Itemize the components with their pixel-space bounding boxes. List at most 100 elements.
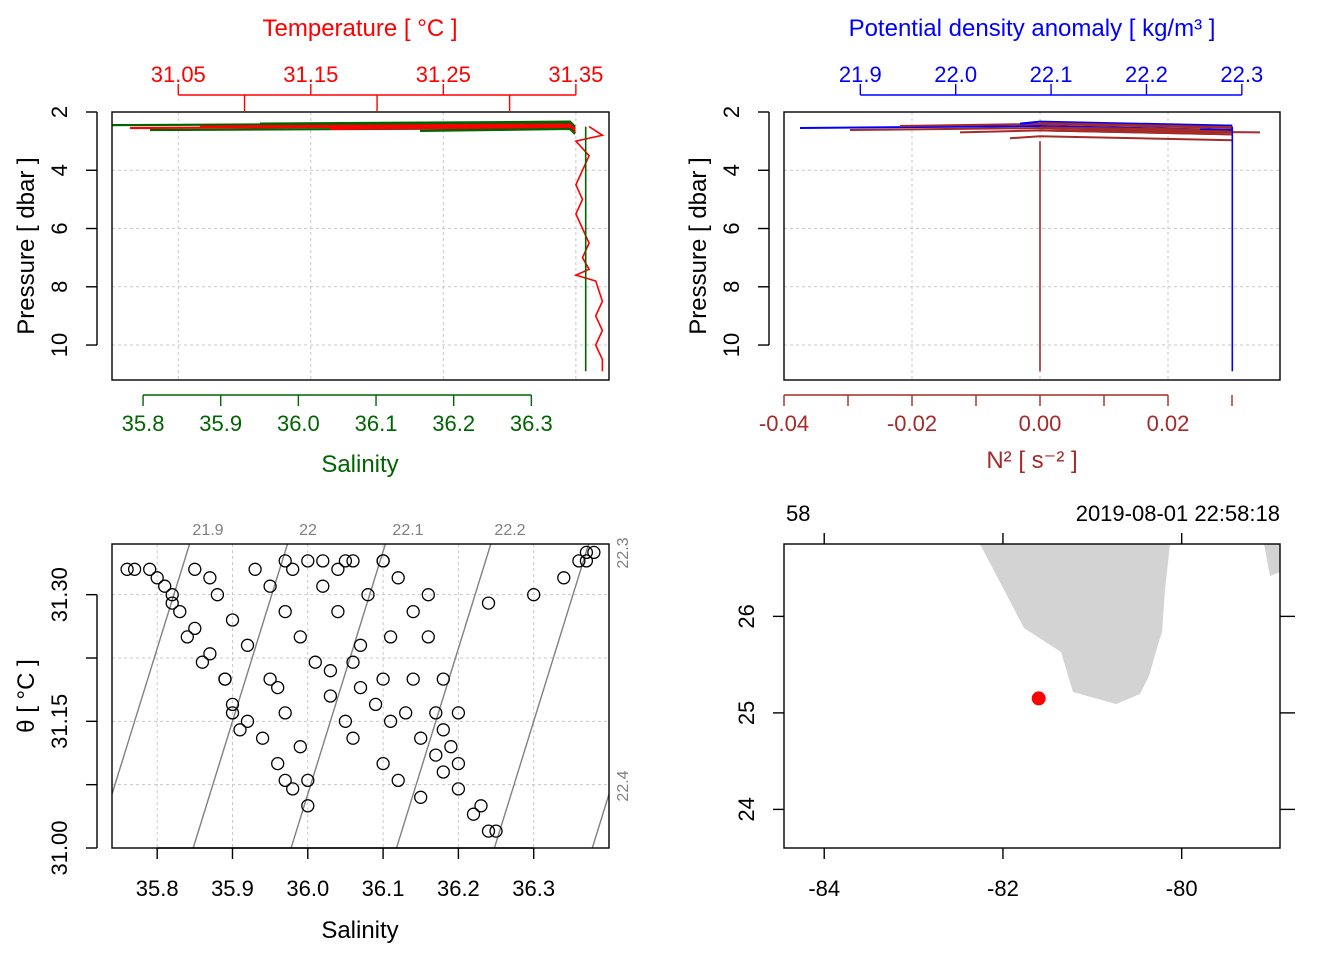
p2-dens-tick-label: 22.3	[1220, 62, 1263, 87]
p3-scatter-point	[421, 588, 435, 602]
p3-scatter-point	[444, 740, 458, 754]
p3-scatter-point	[481, 824, 496, 838]
p3-theta-axis-label: θ [ °C ]	[13, 659, 40, 733]
p1-surface-spike	[329, 125, 576, 133]
p1-pres-tick-label: 10	[47, 333, 72, 357]
p3-scatter-point	[338, 714, 353, 728]
p1-temperature-axis-label: Temperature [ °C ]	[263, 15, 458, 42]
p3-scatter-point	[255, 731, 270, 745]
p3-scatter-point	[263, 579, 277, 593]
p3-sal-tick-label: 36.0	[286, 876, 329, 901]
p1-pressure-axis-label: Pressure [ dbar ]	[13, 157, 40, 334]
p3-isopycnal-label: 21.9	[192, 522, 223, 539]
p3-scatter-point	[557, 571, 571, 585]
p1-pres-tick-label: 8	[47, 281, 72, 293]
p3-plot-frame	[111, 543, 610, 849]
p1-plot-frame	[111, 111, 610, 381]
p3-isopycnal-line	[395, 544, 492, 848]
p3-scatter-point	[301, 773, 315, 788]
p3-scatter-point	[180, 630, 194, 644]
p2-surface-spike	[1019, 120, 1233, 127]
p3-scatter-point	[195, 655, 210, 669]
p3-scatter-point	[579, 545, 594, 560]
p4-land	[980, 544, 1280, 704]
p4-plot-frame	[783, 543, 1281, 849]
p1-pres-tick-label: 2	[47, 106, 72, 118]
p3-isopycnal-line	[591, 791, 609, 848]
p2-dens-tick-label: 22.2	[1125, 62, 1168, 87]
p2-n2-tick-label: -0.04	[759, 411, 809, 436]
p1-temp-tick-label: 31.35	[548, 62, 603, 87]
p3-sal-tick-label: 36.1	[362, 876, 405, 901]
p1-pres-tick-label: 6	[47, 222, 72, 234]
p3-theta-tick-label: 31.00	[47, 820, 72, 875]
p2-dens-tick-label: 22.1	[1030, 62, 1073, 87]
p3-scatter-point	[474, 799, 488, 813]
p3-scatter-point	[376, 554, 390, 568]
p3-scatter-point	[353, 638, 368, 652]
p3-scatter-point	[240, 638, 255, 652]
p2-n2-tick-label: 0.00	[1019, 411, 1062, 436]
p3-isopycnal-label: 22.1	[392, 522, 423, 539]
p3-scatter-point	[271, 756, 285, 771]
p1-salinity-axis-label: Salinity	[321, 451, 398, 478]
p1-pressure-axis: 2 4 6 8 10	[47, 106, 98, 357]
p3-scatter-point	[301, 554, 315, 568]
p2-n2-tick-label: -0.02	[887, 411, 937, 436]
p3-scatter-point	[165, 596, 179, 610]
p3-scatter-point	[391, 571, 405, 585]
p2-pres-tick-label: 10	[719, 333, 744, 357]
p3-sal-tick-label: 36.3	[512, 876, 555, 901]
p1-sal-tick-label: 36.0	[277, 411, 320, 436]
p3-scatter-point	[188, 621, 202, 636]
p2-surface-spike	[1039, 126, 1233, 133]
p3-scatter-point	[406, 672, 420, 686]
p2-pres-tick-label: 6	[719, 222, 744, 234]
p3-sal-tick-label: 35.9	[211, 876, 254, 901]
p3-scatter-point	[414, 731, 428, 745]
p3-scatter-point	[429, 706, 443, 720]
p3-scatter-point	[203, 571, 217, 585]
p1-sal-tick-label: 36.3	[510, 411, 553, 436]
p3-scatter-point	[572, 554, 586, 568]
p3-scatter-point	[203, 647, 217, 661]
p4-lon-tick-label: -82	[987, 876, 1019, 901]
p3-gridlines	[112, 544, 609, 849]
p1-series	[111, 120, 605, 372]
p3-scatter-point	[376, 672, 390, 686]
panel-ts-profile: 31.05 31.15 31.25 31.35 35.8 35.9 36.0 36.1 36.…	[13, 15, 610, 478]
p1-series-line-temperature	[573, 125, 605, 372]
p3-scatter-point	[263, 672, 277, 686]
station-number: 58	[786, 501, 810, 526]
p3-scatter-point	[331, 562, 345, 576]
p3-isopycnal-line	[290, 544, 387, 848]
p3-scatter-point	[323, 689, 338, 703]
p1-sal-tick-label: 36.2	[432, 411, 475, 436]
p3-scatter-point	[278, 604, 292, 619]
p3-scatter-point	[451, 756, 466, 771]
p3-isopycnal-line	[493, 544, 590, 848]
p3-scatter-point	[361, 588, 375, 602]
p3-scatter-point	[248, 562, 262, 576]
p3-scatter-point	[165, 588, 179, 602]
p2-dens-tick-label: 21.9	[839, 62, 882, 87]
p4-lon-tick-label: -84	[808, 876, 840, 901]
land-bahamas	[1264, 544, 1280, 576]
p3-scatter-point	[436, 765, 450, 779]
p3-scatter-point	[436, 672, 450, 686]
panel-station-map: -84 -82 -80 24 25 26 58 2019-08-01 22:58:18	[734, 501, 1295, 901]
p2-plot-frame	[783, 111, 1281, 381]
p1-temperature-axis: 31.05 31.15 31.25 31.35	[151, 62, 603, 111]
p2-surface-spike	[1039, 129, 1261, 136]
p2-pressure-axis-label: Pressure [ dbar ]	[685, 157, 712, 334]
p3-scatter-point	[368, 697, 383, 712]
p3-scatter-point	[293, 630, 307, 644]
p2-n2-axis: -0.04 -0.02 0.00 0.02	[759, 394, 1233, 436]
p3-scatter-point	[158, 579, 172, 593]
p3-isopycnal-line	[669, 527, 789, 915]
p3-scatter-point	[451, 706, 466, 720]
p3-scatter-point	[143, 562, 157, 576]
p3-scatter-point	[489, 824, 503, 838]
p3-salinity-axis-label: Salinity	[321, 917, 398, 944]
